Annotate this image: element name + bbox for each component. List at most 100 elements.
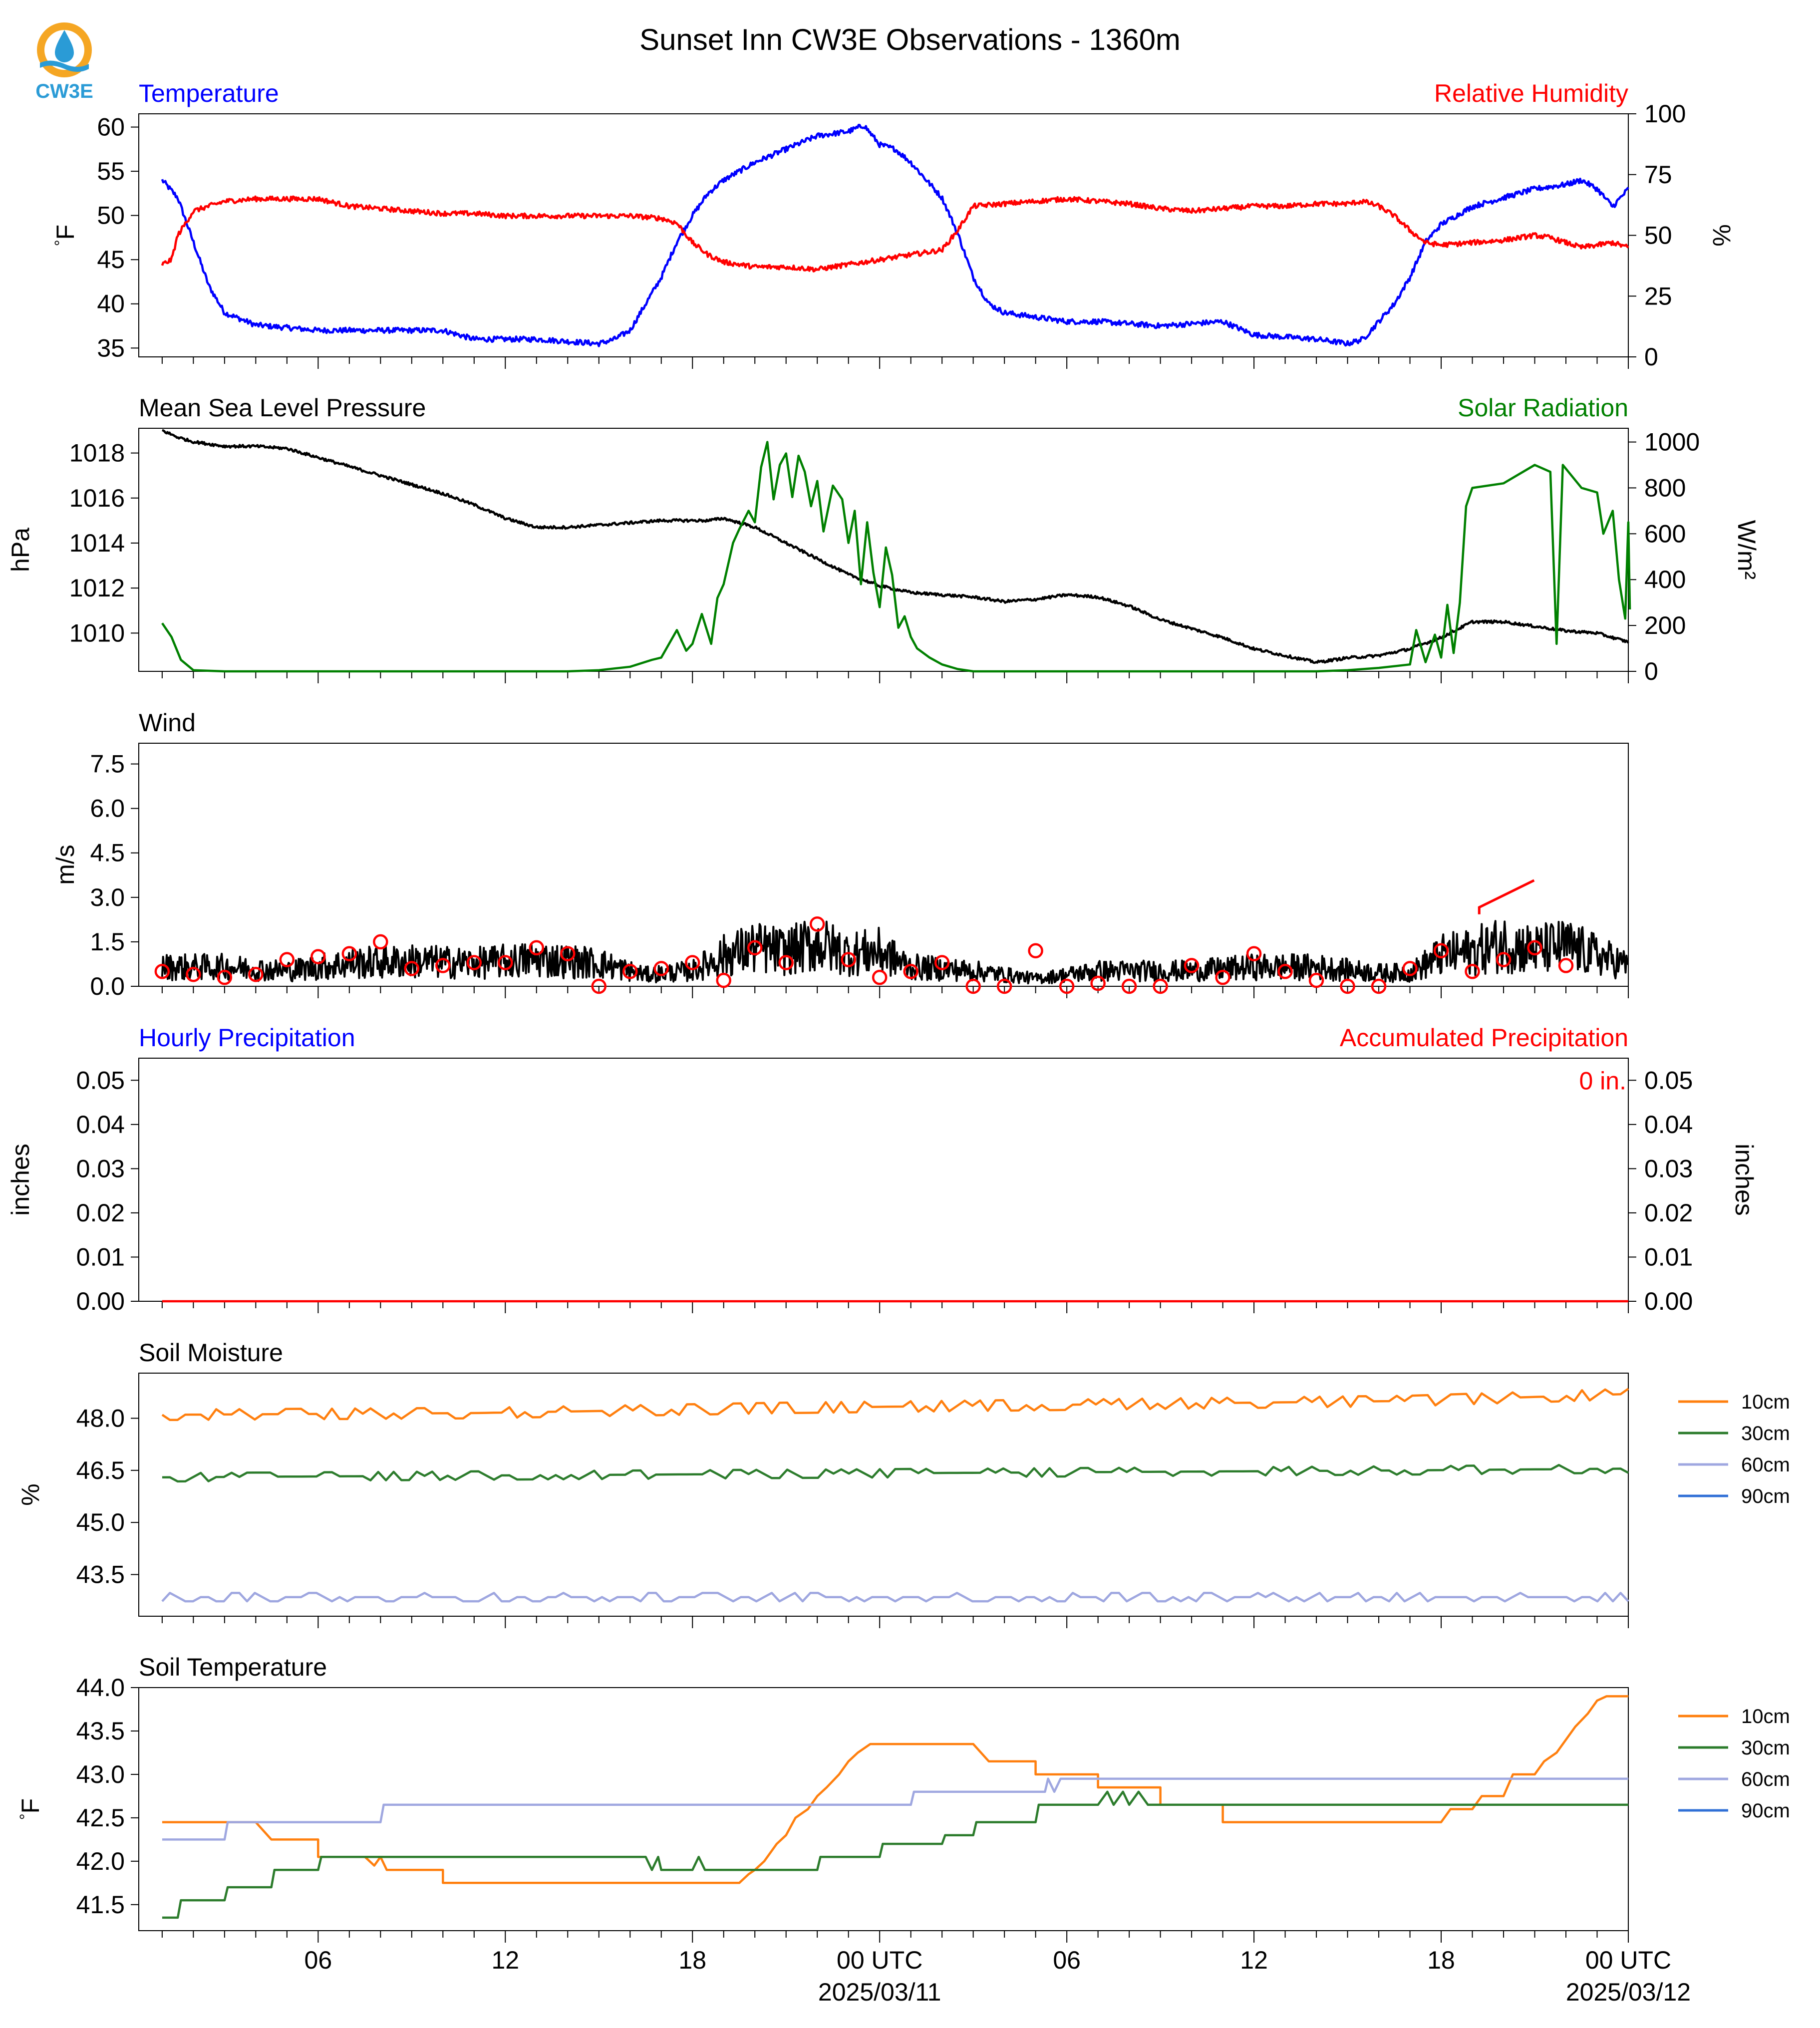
y-tick-label-right: 0.02 (1644, 1199, 1693, 1227)
wind-gust-marker (1496, 952, 1512, 967)
wind-gust-marker (716, 972, 731, 988)
y-tick-label-right: 200 (1644, 611, 1686, 639)
wind-gust-marker (1028, 943, 1043, 958)
wind-gust-marker (404, 961, 420, 976)
wind-gust-marker (684, 955, 700, 970)
y-tick-label-left: 3.0 (90, 883, 125, 911)
wind-gust-marker (1558, 958, 1574, 973)
x-tick-label: 18 (678, 1946, 706, 1974)
cw3e-logo: CW3E (35, 22, 93, 102)
y-tick-label-left: 55 (97, 157, 125, 185)
plot-frame (138, 743, 1629, 987)
x-tick-label: 06 (304, 1946, 332, 1974)
panel-title-right: Accumulated Precipitation (1340, 1024, 1628, 1052)
plot-frame (138, 113, 1629, 357)
wind-gust-marker (1340, 978, 1355, 994)
wind-gust-marker (560, 946, 576, 961)
figure-title: Sunset Inn CW3E Observations - 1360m (639, 23, 1181, 56)
wind-gust-marker (996, 978, 1012, 994)
wind-gust-marker (310, 949, 326, 964)
panel-title-left: Soil Temperature (139, 1653, 327, 1681)
wind-gust-marker (1121, 978, 1137, 994)
y-tick-label-left: 60 (97, 113, 125, 141)
wind-gust-marker (1246, 946, 1262, 961)
y-tick-label-left: 42.0 (76, 1847, 125, 1875)
soil-legend: 10cm 30cm 60cm 90cm (1678, 1706, 1790, 1822)
y-tick-label-right: 600 (1644, 520, 1686, 548)
x-tick-label: 12 (491, 1946, 519, 1974)
plot-frame (138, 1373, 1629, 1617)
y-tick-label-right: 50 (1644, 222, 1672, 250)
y-tick-label-left: 4.5 (90, 839, 125, 867)
y-tick-label-right: 75 (1644, 161, 1672, 189)
y-tick-label-left: 0.0 (90, 972, 125, 1000)
legend-label: 10cm (1741, 1391, 1790, 1413)
soil-legend: 10cm 30cm 60cm 90cm (1678, 1391, 1790, 1507)
series-line-60cm (161, 1592, 1629, 1603)
panel-title-left: Mean Sea Level Pressure (139, 394, 426, 422)
panel-soil_temperature: Soil Temperature 41.5 42.0 42.5 43.0 43.5 44.0… (16, 1653, 1790, 1943)
panel-title-left: Wind (139, 709, 196, 737)
y-tick-label-right: 0 (1644, 657, 1658, 685)
y-tick-label-left: 1014 (69, 529, 125, 557)
wind-gust-marker (841, 952, 856, 967)
y-tick-label-right: 0.01 (1644, 1243, 1693, 1271)
y-tick-label-right: 1000 (1644, 428, 1700, 456)
panel-title-right: Solar Radiation (1458, 394, 1628, 422)
series-line-mean-sea-level-pressure (162, 429, 1629, 664)
legend-label: 30cm (1741, 1423, 1790, 1445)
plot-frame (138, 1687, 1629, 1931)
wind-gust-marker (622, 964, 638, 979)
legend-label: 90cm (1741, 1800, 1790, 1822)
y-axis-label-left: % (16, 1483, 44, 1505)
panel-temp_rh: Temperature Relative Humidity 35 40 45 50 55 60… (51, 79, 1736, 371)
y-tick-label-left: 44.0 (76, 1674, 125, 1702)
legend-label: 10cm (1741, 1706, 1790, 1728)
panel-soil_moisture: Soil Moisture 43.5 45.0 46.5 48.0% 10cm 30cm 60… (16, 1339, 1790, 1628)
y-tick-label-left: 43.5 (76, 1561, 125, 1589)
panel-precip: Hourly Precipitation Accumulated Precipit… (6, 1024, 1758, 1315)
x-tick-label: 12 (1240, 1946, 1268, 1974)
y-tick-label-left: 0.03 (76, 1155, 125, 1182)
wind-gust-marker (1059, 978, 1075, 994)
wind-gust-marker (341, 946, 357, 961)
y-tick-label-left: 45 (97, 246, 125, 274)
x-tick-label: 18 (1427, 1946, 1455, 1974)
series-line-10cm (161, 1388, 1629, 1422)
y-tick-label-left: 7.5 (90, 750, 125, 778)
y-tick-label-left: 1016 (69, 484, 125, 512)
y-tick-label-left: 1.5 (90, 928, 125, 956)
wind-gust-marker (747, 940, 763, 956)
wind-gust-marker (248, 966, 264, 982)
wind-gust-marker (529, 940, 545, 956)
wind-gust-marker (872, 969, 888, 985)
series-line-30cm (162, 1790, 1628, 1919)
y-axis-label-right: % (1708, 224, 1736, 246)
series-line-solar-radiation (161, 441, 1631, 673)
x-date-label: 2025/03/11 (818, 1978, 941, 2006)
wind-gust-marker (934, 955, 950, 970)
legend-label: 60cm (1741, 1768, 1790, 1790)
wind-gust-marker (1215, 969, 1230, 985)
y-tick-label-right: 0 (1644, 343, 1658, 371)
panel-title-left: Temperature (139, 79, 279, 107)
y-tick-label-right: 0.00 (1644, 1287, 1693, 1315)
y-tick-label-left: 0.05 (76, 1066, 125, 1094)
wind-gust-marker (778, 955, 794, 970)
wind-gust-marker (653, 961, 669, 976)
series-line-60cm (162, 1777, 1628, 1841)
y-tick-label-left: 42.5 (76, 1804, 125, 1832)
wind-gust-marker (1184, 958, 1200, 973)
wind-gust-marker (1153, 978, 1168, 994)
wind-gust-marker (1527, 940, 1542, 956)
wind-gust-marker (1371, 978, 1387, 994)
y-tick-label-right: 100 (1644, 100, 1686, 128)
x-tick-label: 00 UTC (837, 1946, 922, 1974)
wind-gust-marker (435, 958, 451, 973)
legend-label: 90cm (1741, 1485, 1790, 1507)
y-axis-label-left: hPa (6, 528, 34, 572)
y-tick-label-left: 43.5 (76, 1717, 125, 1745)
wind-gust-marker (217, 969, 233, 985)
logo-text: CW3E (35, 80, 93, 102)
